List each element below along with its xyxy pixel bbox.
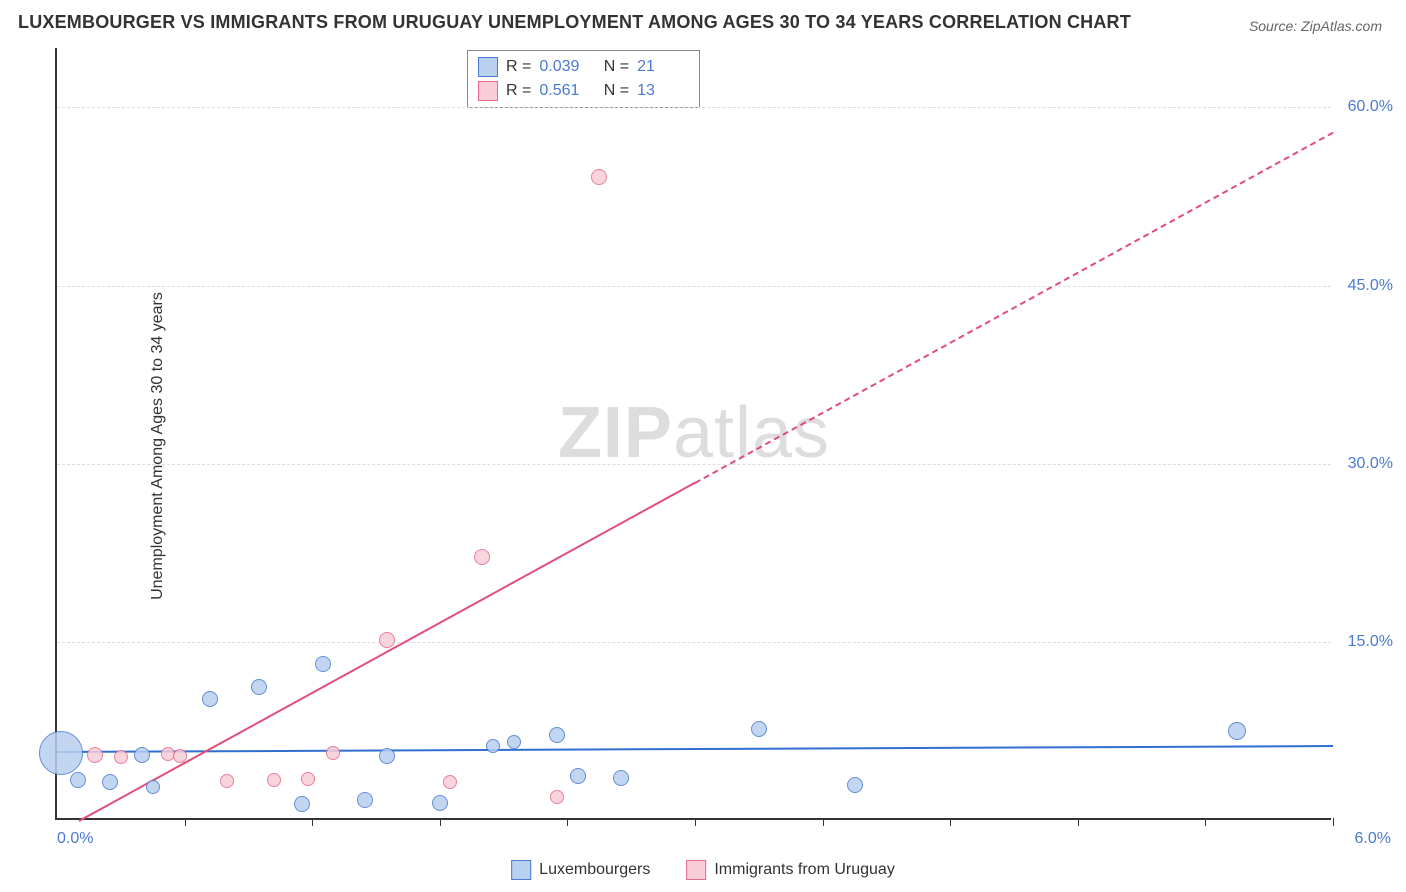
scatter-point bbox=[202, 691, 218, 707]
x-axis-min-label: 0.0% bbox=[57, 830, 93, 848]
scatter-point bbox=[507, 735, 521, 749]
x-tick bbox=[1078, 818, 1079, 826]
regression-line bbox=[78, 482, 695, 822]
regression-line bbox=[57, 745, 1333, 753]
x-tick bbox=[185, 818, 186, 826]
y-tick-label: 60.0% bbox=[1348, 98, 1393, 116]
y-tick-label: 15.0% bbox=[1348, 633, 1393, 651]
scatter-point bbox=[315, 656, 331, 672]
scatter-point bbox=[146, 780, 160, 794]
stats-n-label: N = bbox=[599, 55, 629, 79]
scatter-point bbox=[301, 772, 315, 786]
scatter-point bbox=[267, 773, 281, 787]
scatter-point bbox=[357, 792, 373, 808]
stats-n-value: 21 bbox=[637, 55, 689, 79]
gridline bbox=[57, 107, 1331, 108]
chart-source: Source: ZipAtlas.com bbox=[1249, 18, 1382, 34]
watermark-zip: ZIP bbox=[558, 393, 673, 473]
scatter-point bbox=[173, 749, 187, 763]
scatter-point bbox=[549, 727, 565, 743]
stats-n-label: N = bbox=[599, 79, 629, 103]
scatter-point bbox=[326, 746, 340, 760]
watermark: ZIPatlas bbox=[558, 392, 830, 474]
scatter-point bbox=[486, 739, 500, 753]
gridline bbox=[57, 642, 1331, 643]
x-tick bbox=[567, 818, 568, 826]
stats-row: R = 0.561 N = 13 bbox=[478, 79, 689, 103]
scatter-point bbox=[134, 747, 150, 763]
scatter-point bbox=[294, 796, 310, 812]
legend-swatch bbox=[686, 860, 706, 880]
y-tick-label: 30.0% bbox=[1348, 455, 1393, 473]
scatter-point bbox=[474, 549, 490, 565]
scatter-point bbox=[379, 632, 395, 648]
legend-item: Luxembourgers bbox=[511, 860, 650, 880]
legend-label: Luxembourgers bbox=[539, 861, 650, 879]
scatter-point bbox=[847, 777, 863, 793]
x-tick bbox=[1333, 818, 1334, 826]
x-tick bbox=[950, 818, 951, 826]
scatter-point bbox=[550, 790, 564, 804]
legend-label: Immigrants from Uruguay bbox=[714, 861, 895, 879]
watermark-atlas: atlas bbox=[673, 393, 830, 473]
x-axis-max-label: 6.0% bbox=[1355, 830, 1391, 848]
x-tick bbox=[823, 818, 824, 826]
scatter-point bbox=[114, 750, 128, 764]
stats-n-value: 13 bbox=[637, 79, 689, 103]
stats-r-value: 0.561 bbox=[539, 79, 591, 103]
stats-row: R = 0.039 N = 21 bbox=[478, 55, 689, 79]
legend-item: Immigrants from Uruguay bbox=[686, 860, 895, 880]
scatter-point bbox=[87, 747, 103, 763]
stats-r-label: R = bbox=[506, 79, 531, 103]
scatter-point bbox=[751, 721, 767, 737]
stats-r-value: 0.039 bbox=[539, 55, 591, 79]
x-tick bbox=[1205, 818, 1206, 826]
stats-r-label: R = bbox=[506, 55, 531, 79]
scatter-point bbox=[102, 774, 118, 790]
scatter-point bbox=[379, 748, 395, 764]
regression-line bbox=[695, 131, 1334, 483]
scatter-point bbox=[443, 775, 457, 789]
scatter-point bbox=[251, 679, 267, 695]
scatter-point bbox=[161, 747, 175, 761]
gridline bbox=[57, 464, 1331, 465]
legend-swatch bbox=[478, 81, 498, 101]
scatter-point bbox=[1228, 722, 1246, 740]
scatter-point bbox=[570, 768, 586, 784]
scatter-point bbox=[613, 770, 629, 786]
scatter-point bbox=[39, 731, 83, 775]
stats-legend-box: R = 0.039 N = 21 R = 0.561 N = 13 bbox=[467, 50, 700, 108]
plot-area: ZIPatlas R = 0.039 N = 21R = 0.561 N = 13 0.… bbox=[55, 48, 1331, 820]
scatter-point bbox=[432, 795, 448, 811]
gridline bbox=[57, 286, 1331, 287]
x-tick bbox=[312, 818, 313, 826]
legend-swatch bbox=[511, 860, 531, 880]
scatter-point bbox=[70, 772, 86, 788]
x-tick bbox=[695, 818, 696, 826]
bottom-legend: Luxembourgers Immigrants from Uruguay bbox=[511, 860, 895, 880]
x-tick bbox=[440, 818, 441, 826]
chart-title: LUXEMBOURGER VS IMMIGRANTS FROM URUGUAY … bbox=[18, 12, 1131, 33]
scatter-point bbox=[220, 774, 234, 788]
legend-swatch bbox=[478, 57, 498, 77]
scatter-point bbox=[591, 169, 607, 185]
y-tick-label: 45.0% bbox=[1348, 277, 1393, 295]
